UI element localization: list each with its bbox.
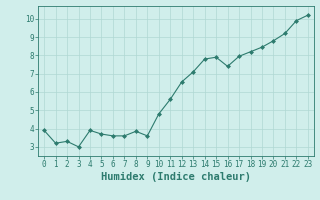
X-axis label: Humidex (Indice chaleur): Humidex (Indice chaleur): [101, 172, 251, 182]
